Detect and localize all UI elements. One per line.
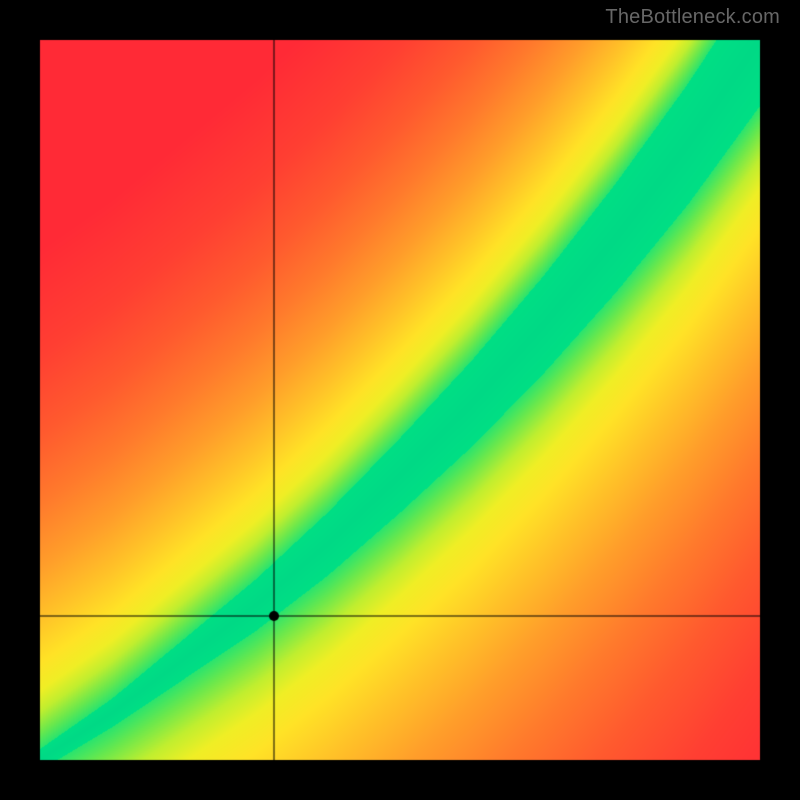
watermark-text: TheBottleneck.com	[605, 6, 780, 29]
bottleneck-heatmap	[0, 0, 800, 800]
chart-container: TheBottleneck.com	[0, 0, 800, 800]
